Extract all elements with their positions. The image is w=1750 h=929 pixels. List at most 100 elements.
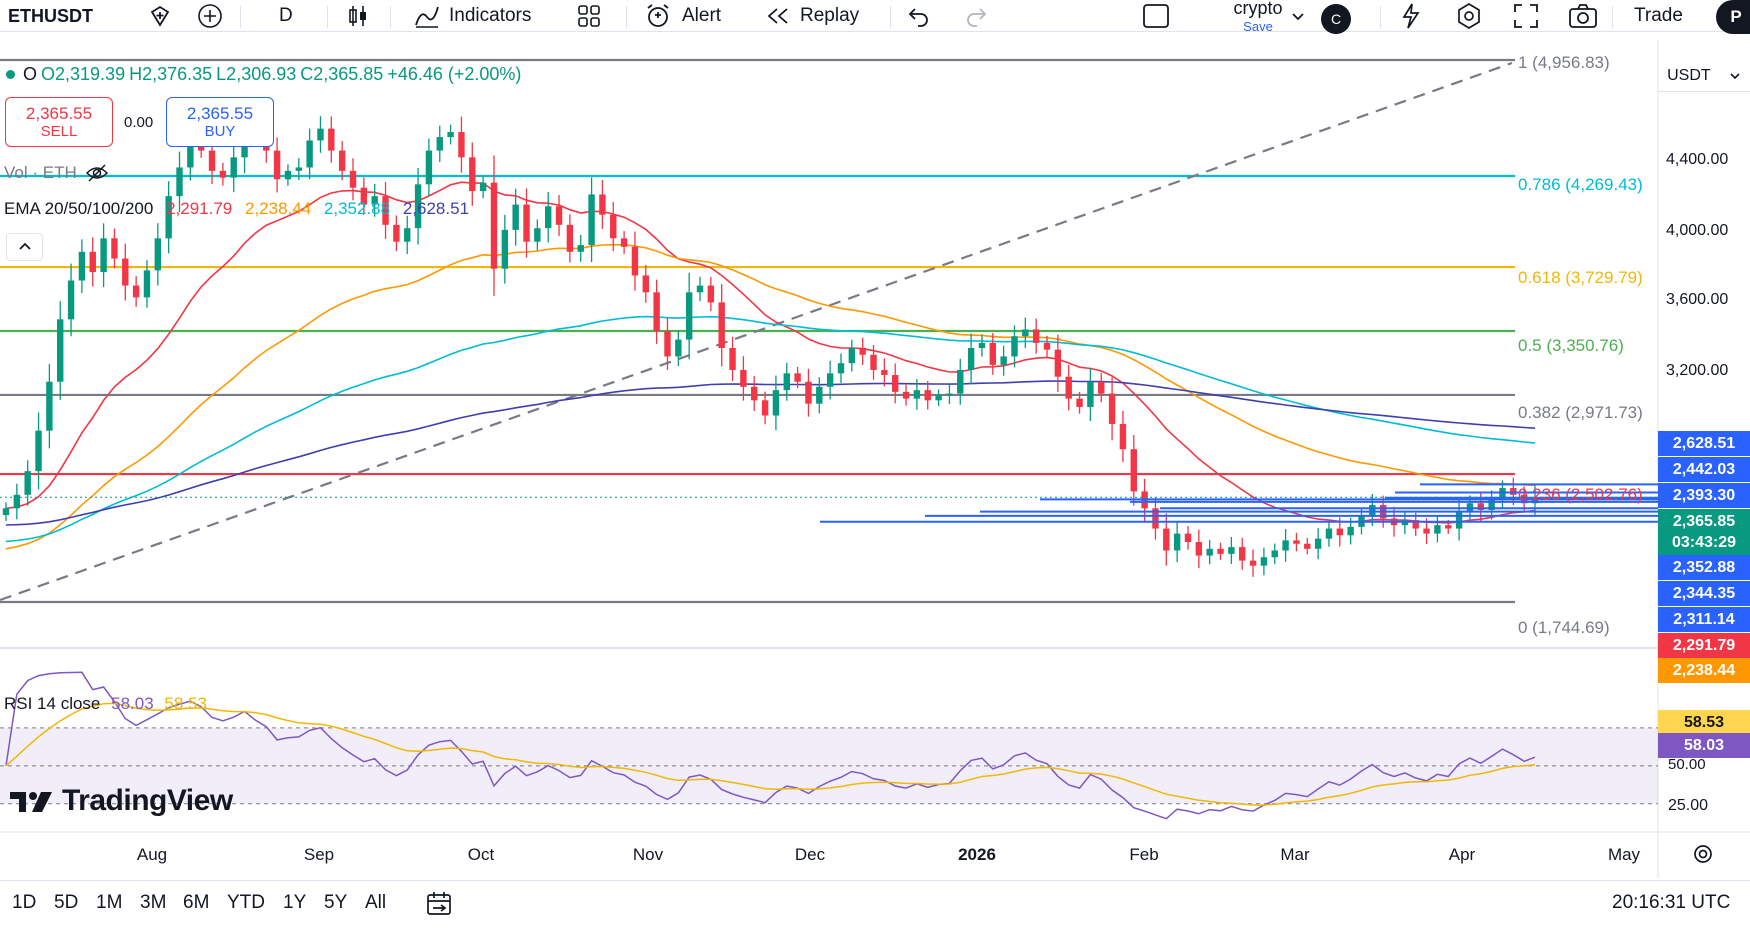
sell-button[interactable]: 2,365.55 SELL	[5, 97, 113, 147]
live-dot	[6, 70, 15, 79]
candle-body	[1347, 526, 1354, 536]
volume-label: Vol · ETH	[4, 163, 77, 182]
candle-body	[360, 187, 368, 205]
price-tick: 3,600.00	[1666, 291, 1729, 308]
candle-body	[143, 270, 151, 298]
candle-body	[1293, 540, 1300, 544]
rsi-tick: 50.00	[1668, 756, 1706, 773]
ema-legend[interactable]: EMA 20/50/100/200 2,291.79 2,238.44 2,35…	[4, 199, 469, 219]
candle-body	[404, 228, 411, 242]
candle-body	[1206, 548, 1213, 556]
alarm-clock-icon	[647, 4, 669, 27]
save-label: Save	[1243, 19, 1273, 34]
settings-button[interactable]	[1454, 0, 1484, 32]
sell-label: SELL	[40, 123, 78, 141]
candle-body	[67, 280, 75, 320]
price-tag-line: 2,393.30	[1658, 483, 1750, 508]
ema-20-line	[5, 181, 1536, 524]
candle-body	[1184, 533, 1192, 543]
templates-button[interactable]	[576, 0, 602, 32]
save-layout-button[interactable]: crypto Save	[1193, 0, 1323, 34]
candle-body	[349, 170, 357, 188]
time-label: Aug	[136, 845, 168, 864]
range-3m[interactable]: 3M	[140, 892, 167, 913]
add-symbol-button[interactable]	[196, 0, 224, 32]
candle-body	[414, 184, 422, 229]
candle-body	[1152, 508, 1159, 529]
candle-body	[989, 342, 997, 365]
date-range-icon[interactable]	[424, 890, 454, 918]
candle-body	[1173, 533, 1181, 551]
candle-body	[751, 386, 758, 401]
publish-button[interactable]: P	[1716, 0, 1750, 34]
volume-legend[interactable]: Vol · ETH	[4, 163, 109, 183]
candle-body	[588, 194, 595, 246]
replay-button[interactable]: Replay	[764, 0, 859, 32]
candle-body	[111, 238, 118, 259]
tradingview-logo[interactable]: TradingView	[8, 784, 233, 818]
trade-button[interactable]: Trade	[1634, 0, 1683, 32]
symbol-search-button[interactable]: ETHUSDT	[0, 0, 205, 32]
trade-label: Trade	[1634, 5, 1683, 26]
candle-body	[620, 238, 628, 247]
quick-search-button[interactable]	[1396, 0, 1426, 32]
price-tag-line: 2,442.03	[1658, 457, 1750, 482]
snapshot-button[interactable]	[1567, 0, 1599, 32]
candle-body	[761, 400, 769, 416]
range-6m[interactable]: 6M	[183, 892, 210, 913]
layout-button[interactable]	[1141, 0, 1171, 32]
buy-button[interactable]: 2,365.55 BUY	[166, 97, 274, 147]
time-label: Oct	[467, 845, 495, 864]
rsi-legend[interactable]: RSI 14 close 58.03 58.53	[4, 694, 207, 714]
candle-body	[1130, 449, 1137, 492]
candle-body	[794, 373, 801, 382]
rsi-line	[5, 671, 1536, 820]
interval-label: D	[279, 5, 293, 26]
candle-body	[393, 224, 400, 242]
alert-label: Alert	[682, 5, 722, 26]
candle-body	[1434, 525, 1441, 534]
eye-off-icon[interactable]	[85, 163, 109, 183]
candle-body	[273, 150, 281, 180]
undo-button[interactable]	[906, 0, 932, 32]
candle-body	[805, 381, 812, 404]
range-1d[interactable]: 1D	[12, 892, 37, 913]
range-1m[interactable]: 1M	[96, 892, 123, 913]
range-5d[interactable]: 5D	[54, 892, 79, 913]
candle-body	[859, 348, 866, 355]
ema-200-line	[5, 380, 1536, 526]
indicators-button[interactable]: Indicators	[413, 0, 531, 32]
indicators-icon	[415, 6, 439, 28]
alert-button[interactable]: Alert	[644, 0, 721, 32]
candle-body	[46, 381, 53, 431]
redo-button[interactable]	[963, 0, 989, 32]
ema-100-line	[5, 315, 1536, 543]
compare-symbol-button[interactable]	[147, 0, 173, 32]
time-label: Nov	[632, 845, 664, 864]
rsi-value: 58.03	[111, 694, 154, 713]
candle-body	[501, 229, 509, 269]
chart-canvas[interactable]	[0, 40, 1750, 880]
buy-label: BUY	[204, 123, 236, 141]
clock[interactable]: 20:16:31 UTC	[1612, 892, 1731, 913]
fullscreen-button[interactable]	[1512, 0, 1540, 32]
range-ytd[interactable]: YTD	[227, 892, 265, 913]
candle-body	[902, 391, 910, 399]
gear-icon[interactable]	[1690, 841, 1716, 867]
currency-select[interactable]: USDT	[1658, 60, 1750, 92]
candle-body	[653, 292, 660, 332]
candle-body	[599, 194, 606, 215]
range-all[interactable]: All	[365, 892, 387, 913]
avatar[interactable]: C	[1321, 4, 1351, 34]
candle-body	[1022, 329, 1029, 337]
range-5y[interactable]: 5Y	[324, 892, 348, 913]
chart-type-button[interactable]	[346, 0, 370, 32]
camera-icon	[1569, 4, 1597, 28]
range-1y[interactable]: 1Y	[283, 892, 307, 913]
candle-body	[425, 150, 433, 185]
layout-menu-button[interactable]	[1290, 0, 1306, 32]
price-tag-ema50: 2,238.44	[1658, 658, 1750, 683]
candle-body	[1043, 342, 1051, 350]
interval-button[interactable]: D	[279, 0, 293, 32]
collapse-legend-button[interactable]	[6, 233, 43, 261]
